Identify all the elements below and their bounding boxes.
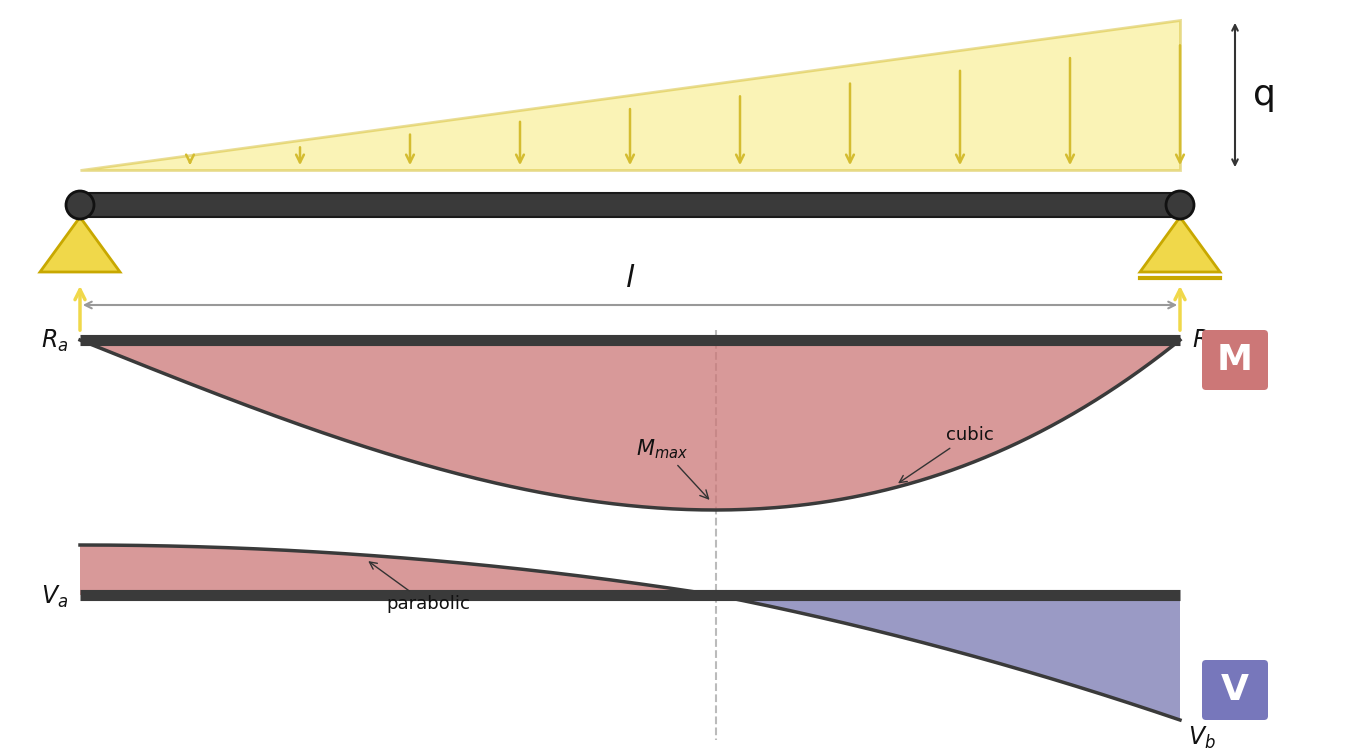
Text: $R_a$: $R_a$ — [41, 328, 68, 354]
Text: $M_{max}$: $M_{max}$ — [637, 437, 709, 499]
Polygon shape — [41, 217, 121, 272]
Polygon shape — [717, 595, 1180, 720]
Bar — [80, 193, 1180, 217]
Polygon shape — [1140, 217, 1220, 272]
FancyBboxPatch shape — [1202, 330, 1268, 390]
Text: $R_b$: $R_b$ — [1192, 328, 1220, 354]
Circle shape — [66, 191, 93, 219]
Text: M: M — [1217, 343, 1253, 377]
Polygon shape — [80, 340, 1180, 510]
FancyBboxPatch shape — [1202, 660, 1268, 720]
Circle shape — [1167, 191, 1194, 219]
Text: cubic: cubic — [900, 426, 993, 482]
Text: parabolic: parabolic — [370, 562, 470, 613]
Text: $V_b$: $V_b$ — [1188, 725, 1215, 749]
Text: $V_a$: $V_a$ — [41, 584, 68, 610]
Text: q: q — [1253, 78, 1276, 112]
Text: V: V — [1221, 673, 1249, 707]
Polygon shape — [80, 20, 1180, 170]
Polygon shape — [80, 545, 713, 595]
Text: l: l — [626, 264, 634, 293]
